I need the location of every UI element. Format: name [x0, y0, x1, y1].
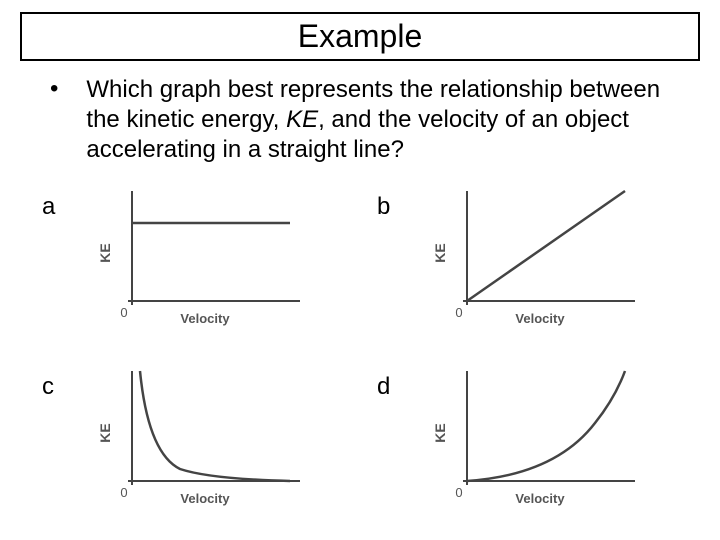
option-label-d: d [365, 363, 425, 401]
y-axis-label: KE [97, 423, 113, 442]
origin-label: 0 [120, 305, 127, 320]
graph-c: KE 0 Velocity [90, 363, 365, 513]
curve-b [467, 191, 625, 301]
title-box: Example [20, 12, 700, 61]
option-label-b: b [365, 183, 425, 221]
title-text: Example [298, 18, 423, 54]
graph-b: KE 0 Velocity [425, 183, 700, 333]
origin-label: 0 [455, 305, 462, 320]
y-axis-label: KE [432, 423, 448, 442]
option-label-a: a [30, 183, 90, 221]
curve-c [140, 371, 290, 481]
y-axis-label: KE [97, 243, 113, 262]
x-axis-label: Velocity [180, 311, 230, 326]
question-ke: KE [286, 106, 318, 133]
x-axis-label: Velocity [180, 491, 230, 506]
graph-a: KE 0 Velocity [90, 183, 365, 333]
graphs-grid: a KE 0 Velocity b KE 0 Velocity c KE 0 V… [20, 183, 700, 513]
x-axis-label: Velocity [515, 491, 565, 506]
question-row: • Which graph best represents the relati… [20, 75, 700, 165]
y-axis-label: KE [432, 243, 448, 262]
question-text: Which graph best represents the relation… [86, 75, 682, 165]
graph-d: KE 0 Velocity [425, 363, 700, 513]
bullet: • [50, 75, 58, 104]
curve-d [467, 371, 625, 481]
x-axis-label: Velocity [515, 311, 565, 326]
origin-label: 0 [455, 485, 462, 500]
origin-label: 0 [120, 485, 127, 500]
option-label-c: c [30, 363, 90, 401]
